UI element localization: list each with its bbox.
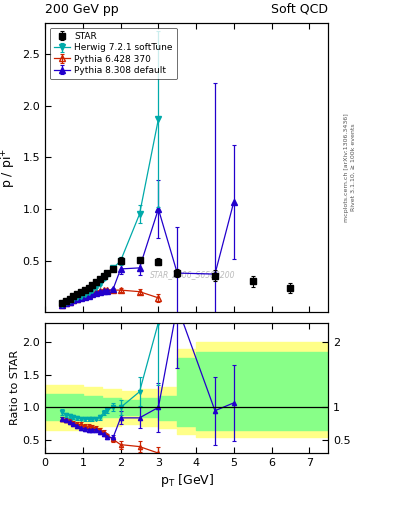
Text: 200 GeV pp: 200 GeV pp (45, 3, 119, 16)
Y-axis label: p / pi$^{+}$: p / pi$^{+}$ (0, 147, 18, 188)
Text: Soft QCD: Soft QCD (271, 3, 328, 16)
Text: STAR_2006_S6500200: STAR_2006_S6500200 (150, 270, 235, 279)
X-axis label: p$_{\rm T}$ [GeV]: p$_{\rm T}$ [GeV] (160, 472, 214, 489)
Text: Rivet 3.1.10, ≥ 100k events: Rivet 3.1.10, ≥ 100k events (351, 124, 356, 211)
Text: mcplots.cern.ch [arXiv:1306.3436]: mcplots.cern.ch [arXiv:1306.3436] (344, 113, 349, 222)
Legend: STAR, Herwig 7.2.1 softTune, Pythia 6.428 370, Pythia 8.308 default: STAR, Herwig 7.2.1 softTune, Pythia 6.42… (50, 28, 177, 79)
Y-axis label: Ratio to STAR: Ratio to STAR (10, 350, 20, 425)
